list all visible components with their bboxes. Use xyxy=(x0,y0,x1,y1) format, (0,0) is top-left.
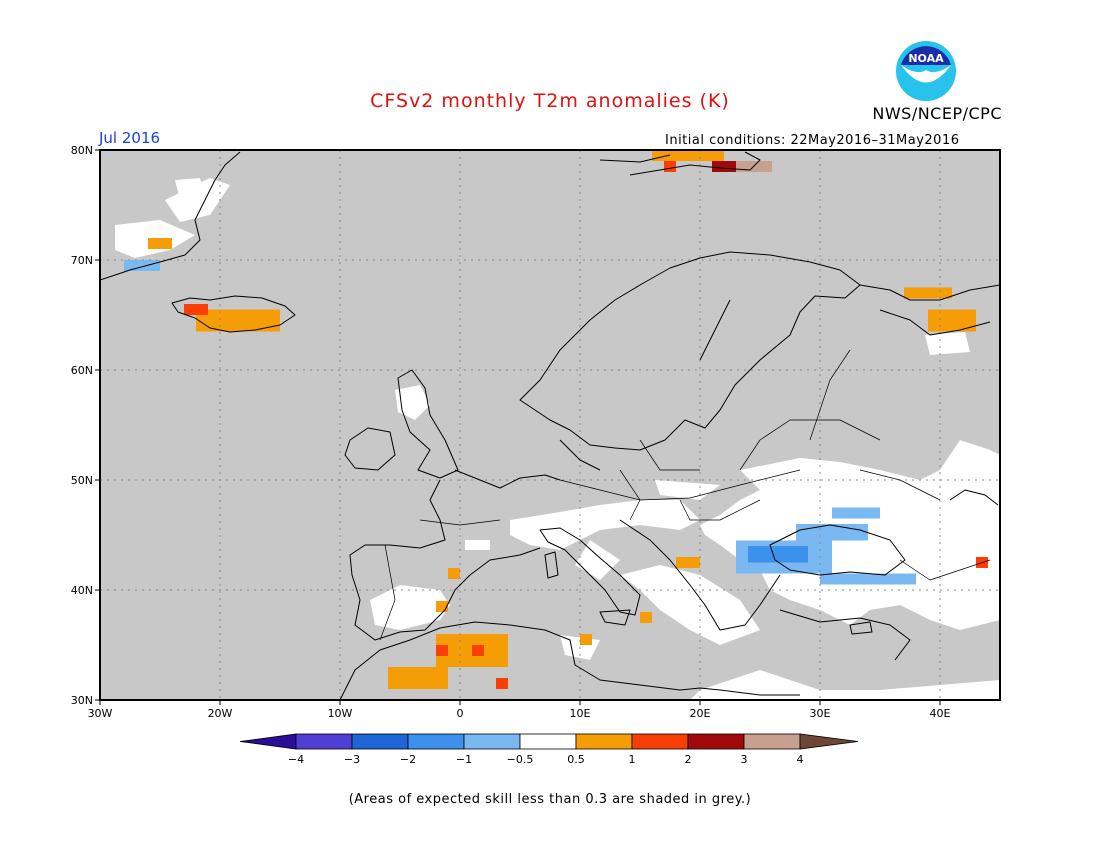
lon-tick-label: 0 xyxy=(457,707,464,720)
lon-tick-label: 10W xyxy=(328,707,353,720)
anomaly-cell xyxy=(676,557,700,568)
anomaly-cell xyxy=(124,260,160,271)
anomaly-cell xyxy=(712,161,736,172)
lon-tick-label: 30E xyxy=(810,707,831,720)
anomaly-cell xyxy=(460,634,508,645)
lon-tick-label: 40E xyxy=(930,707,951,720)
anomaly-cell xyxy=(436,601,448,612)
anomaly-cell xyxy=(820,573,916,585)
anomaly-cell xyxy=(904,287,952,299)
anomaly-cell xyxy=(196,309,280,332)
anomaly-cell xyxy=(436,645,448,656)
anomaly-cell xyxy=(664,161,676,172)
anomaly-cell xyxy=(388,667,448,689)
anomaly-cell xyxy=(640,612,652,623)
lat-tick-label: 60N xyxy=(71,364,93,377)
lat-tick-label: 40N xyxy=(71,584,93,597)
anomaly-cell xyxy=(928,309,976,332)
organization-label: NWS/NCEP/CPC xyxy=(872,104,1002,123)
anomaly-cell xyxy=(184,304,208,315)
anomaly-cell xyxy=(580,634,592,645)
noaa-logo: NOAA xyxy=(896,41,956,101)
lat-tick-label: 50N xyxy=(71,474,93,487)
anomaly-cell xyxy=(148,238,172,249)
longitude-axis: 30W 20W 10W 0 10E 20E 30E 40E xyxy=(88,700,951,720)
anomaly-cell xyxy=(832,507,880,519)
lon-tick-label: 30W xyxy=(88,707,113,720)
coastlines xyxy=(100,151,1000,700)
map-frame xyxy=(99,149,1001,701)
logo-text: NOAA xyxy=(908,52,944,65)
lon-tick-label: 20E xyxy=(690,707,711,720)
map-grid xyxy=(100,150,1000,700)
map-background xyxy=(100,150,1000,700)
lon-tick-label: 10E xyxy=(570,707,591,720)
valid-period: Jul 2016 xyxy=(99,129,161,147)
skill-footnote: (Areas of expected skill less than 0.3 a… xyxy=(348,792,752,807)
anomaly-cell xyxy=(796,524,868,541)
anomaly-cell xyxy=(448,568,460,579)
chart-title: CFSv2 monthly T2m anomalies (K) xyxy=(370,90,730,112)
lon-tick-label: 20W xyxy=(208,707,233,720)
anomaly-cell xyxy=(496,678,508,689)
anomaly-cell xyxy=(748,546,808,563)
initial-conditions: Initial conditions: 22May2016–31May2016 xyxy=(665,133,960,148)
lat-tick-label: 30N xyxy=(71,694,93,707)
anomaly-cell xyxy=(652,150,724,161)
anomaly-cell xyxy=(472,645,484,656)
lat-tick-label: 80N xyxy=(71,144,93,157)
lat-tick-label: 70N xyxy=(71,254,93,267)
latitude-axis: 30N 40N 50N 60N 70N 80N xyxy=(71,144,100,707)
